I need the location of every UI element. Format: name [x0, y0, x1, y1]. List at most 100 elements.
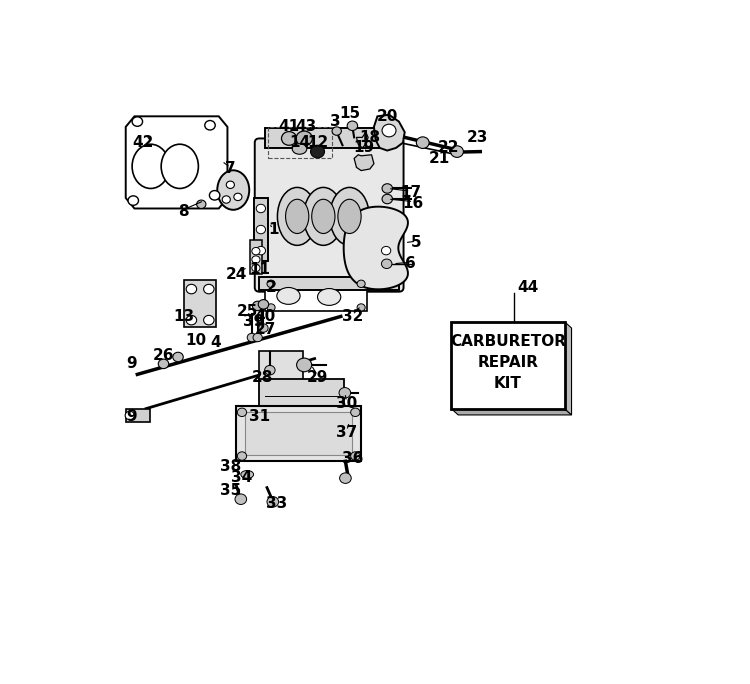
- Text: 13: 13: [173, 309, 194, 324]
- Circle shape: [382, 184, 392, 193]
- Text: 29: 29: [307, 369, 328, 384]
- Circle shape: [222, 196, 230, 203]
- Text: 6: 6: [405, 256, 416, 272]
- Bar: [260, 351, 303, 380]
- Circle shape: [451, 146, 464, 157]
- Polygon shape: [356, 132, 368, 148]
- Circle shape: [382, 259, 392, 269]
- Ellipse shape: [278, 187, 317, 246]
- Polygon shape: [344, 207, 408, 289]
- Bar: [266, 128, 382, 148]
- Circle shape: [186, 315, 196, 325]
- Ellipse shape: [338, 199, 362, 233]
- Text: 15: 15: [339, 106, 360, 121]
- Polygon shape: [354, 155, 374, 170]
- Circle shape: [203, 285, 214, 294]
- Text: 24: 24: [226, 267, 247, 282]
- Text: 37: 37: [336, 425, 357, 440]
- Circle shape: [158, 359, 169, 369]
- Text: 22: 22: [437, 140, 459, 155]
- Circle shape: [128, 196, 139, 205]
- Circle shape: [416, 137, 429, 148]
- Text: 35: 35: [220, 483, 241, 498]
- Circle shape: [209, 191, 220, 200]
- Circle shape: [382, 194, 392, 204]
- Bar: [184, 280, 216, 327]
- Circle shape: [256, 205, 265, 213]
- Ellipse shape: [330, 187, 369, 246]
- Ellipse shape: [292, 144, 307, 154]
- Circle shape: [237, 452, 247, 460]
- Text: 4: 4: [211, 335, 221, 350]
- Circle shape: [256, 225, 265, 234]
- Circle shape: [382, 246, 391, 255]
- Circle shape: [259, 324, 268, 332]
- Circle shape: [357, 280, 365, 287]
- Circle shape: [203, 315, 214, 325]
- Text: 21: 21: [429, 151, 450, 166]
- Circle shape: [267, 304, 275, 311]
- Polygon shape: [126, 116, 227, 209]
- Bar: [452, 321, 565, 408]
- Text: 32: 32: [342, 309, 363, 324]
- Circle shape: [172, 352, 183, 362]
- Circle shape: [235, 494, 247, 505]
- Text: 43: 43: [296, 119, 316, 134]
- Circle shape: [252, 256, 260, 263]
- Bar: [244, 412, 352, 455]
- Text: 7: 7: [225, 161, 236, 176]
- Text: 23: 23: [466, 130, 488, 145]
- Text: 44: 44: [518, 280, 538, 295]
- Bar: [254, 198, 268, 261]
- Circle shape: [234, 193, 242, 200]
- Text: 5: 5: [411, 235, 422, 250]
- Bar: [260, 379, 344, 406]
- Circle shape: [226, 181, 235, 189]
- Polygon shape: [374, 115, 405, 150]
- Circle shape: [252, 248, 260, 255]
- Circle shape: [339, 388, 351, 398]
- Polygon shape: [452, 408, 572, 415]
- Bar: [250, 240, 262, 274]
- Circle shape: [196, 200, 206, 209]
- Text: 28: 28: [251, 369, 273, 384]
- Text: 42: 42: [133, 135, 154, 150]
- Circle shape: [258, 300, 268, 309]
- Text: 33: 33: [266, 496, 287, 511]
- Text: 40: 40: [254, 309, 276, 324]
- Text: 18: 18: [359, 130, 380, 145]
- Circle shape: [310, 145, 325, 158]
- Circle shape: [186, 285, 196, 294]
- Text: 9: 9: [126, 356, 136, 371]
- Circle shape: [132, 117, 142, 127]
- Text: 39: 39: [243, 314, 264, 329]
- Ellipse shape: [241, 471, 254, 478]
- Circle shape: [296, 358, 312, 372]
- Ellipse shape: [217, 170, 249, 210]
- Text: 31: 31: [249, 409, 270, 424]
- Text: 1: 1: [268, 222, 279, 237]
- Polygon shape: [565, 321, 572, 415]
- Text: 16: 16: [403, 196, 424, 211]
- Text: 2: 2: [266, 280, 277, 295]
- Ellipse shape: [286, 199, 309, 233]
- Text: 11: 11: [249, 261, 270, 276]
- Text: CARBURETOR
REPAIR
KIT: CARBURETOR REPAIR KIT: [450, 334, 566, 391]
- Circle shape: [296, 131, 312, 146]
- Circle shape: [357, 304, 365, 311]
- Circle shape: [205, 120, 215, 130]
- Ellipse shape: [161, 144, 198, 189]
- Circle shape: [265, 365, 275, 375]
- Text: 34: 34: [231, 470, 253, 484]
- Text: 38: 38: [220, 459, 241, 474]
- Text: 17: 17: [400, 185, 421, 200]
- Text: 27: 27: [254, 322, 276, 337]
- Circle shape: [267, 497, 278, 507]
- Bar: [126, 409, 150, 422]
- Circle shape: [351, 408, 360, 417]
- Circle shape: [340, 473, 351, 484]
- Text: 26: 26: [153, 348, 174, 363]
- Ellipse shape: [304, 187, 343, 246]
- Circle shape: [347, 121, 358, 131]
- Circle shape: [237, 408, 247, 417]
